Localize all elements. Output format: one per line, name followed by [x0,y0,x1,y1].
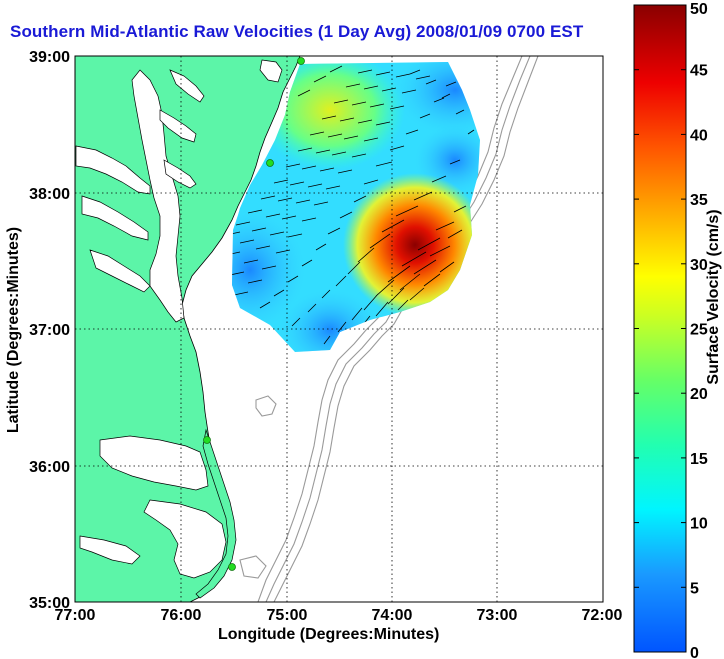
velocity-vectors [232,65,475,345]
map-title: Southern Mid-Atlantic Raw Velocities (1 … [10,22,584,41]
colorbar-tick-label: 25 [690,322,708,339]
chesapeake-bay [75,69,205,323]
y-axis-label: Latitude (Degrees:Minutes) [5,226,22,434]
colorbar: 0 5 10 15 20 25 30 35 40 45 50 [633,1,708,659]
colorbar-tick-label: 5 [690,580,699,597]
y-tick-label: 36:00 [29,459,70,476]
grid-lines [75,56,603,602]
colorbar-tick-label: 40 [690,127,708,144]
y-tick-label: 38:00 [29,186,70,203]
station-marker [203,436,211,444]
x-tick-label: 76:00 [161,607,202,624]
colorbar-tick-label: 0 [690,645,699,659]
colorbar-tick-label: 30 [690,257,708,274]
colorbar-tick-label: 15 [690,451,708,468]
y-tick-label: 35:00 [29,595,70,612]
x-axis-label: Longitude (Degrees:Minutes) [218,626,440,643]
radar-stations [203,57,305,571]
colorbar-tick-label: 10 [690,516,708,533]
x-tick-label: 73:00 [477,607,518,624]
bathymetry-contours [239,56,539,602]
y-tick-labels: 39:00 38:00 37:00 36:00 35:00 [29,49,70,612]
x-tick-labels: 77:00 76:00 75:00 74:00 73:00 72:00 [55,607,623,624]
colorbar-tick-label: 20 [690,386,708,403]
colorbar-ticks: 0 5 10 15 20 25 30 35 40 45 50 [634,1,708,659]
station-marker [266,159,274,167]
colorbar-label: Surface Velocity (cm/s) [705,209,722,385]
y-tick-label: 39:00 [29,49,70,66]
x-tick-label: 74:00 [372,607,413,624]
outer-banks [195,428,237,599]
pamlico-sound [79,435,227,579]
delaware-bay [259,59,283,83]
x-tick-label: 75:00 [267,607,308,624]
station-marker [297,57,305,65]
x-tick-label: 72:00 [582,607,623,624]
colorbar-tick-label: 50 [690,1,708,18]
colorbar-tick-label: 45 [690,63,708,80]
y-tick-label: 37:00 [29,322,70,339]
colorbar-tick-label: 35 [690,192,708,209]
colorbar-gradient [633,4,687,653]
plot-frame [74,55,604,603]
map-plot-area [75,56,603,602]
x-tick-label: 77:00 [55,607,96,624]
station-marker [228,563,236,571]
